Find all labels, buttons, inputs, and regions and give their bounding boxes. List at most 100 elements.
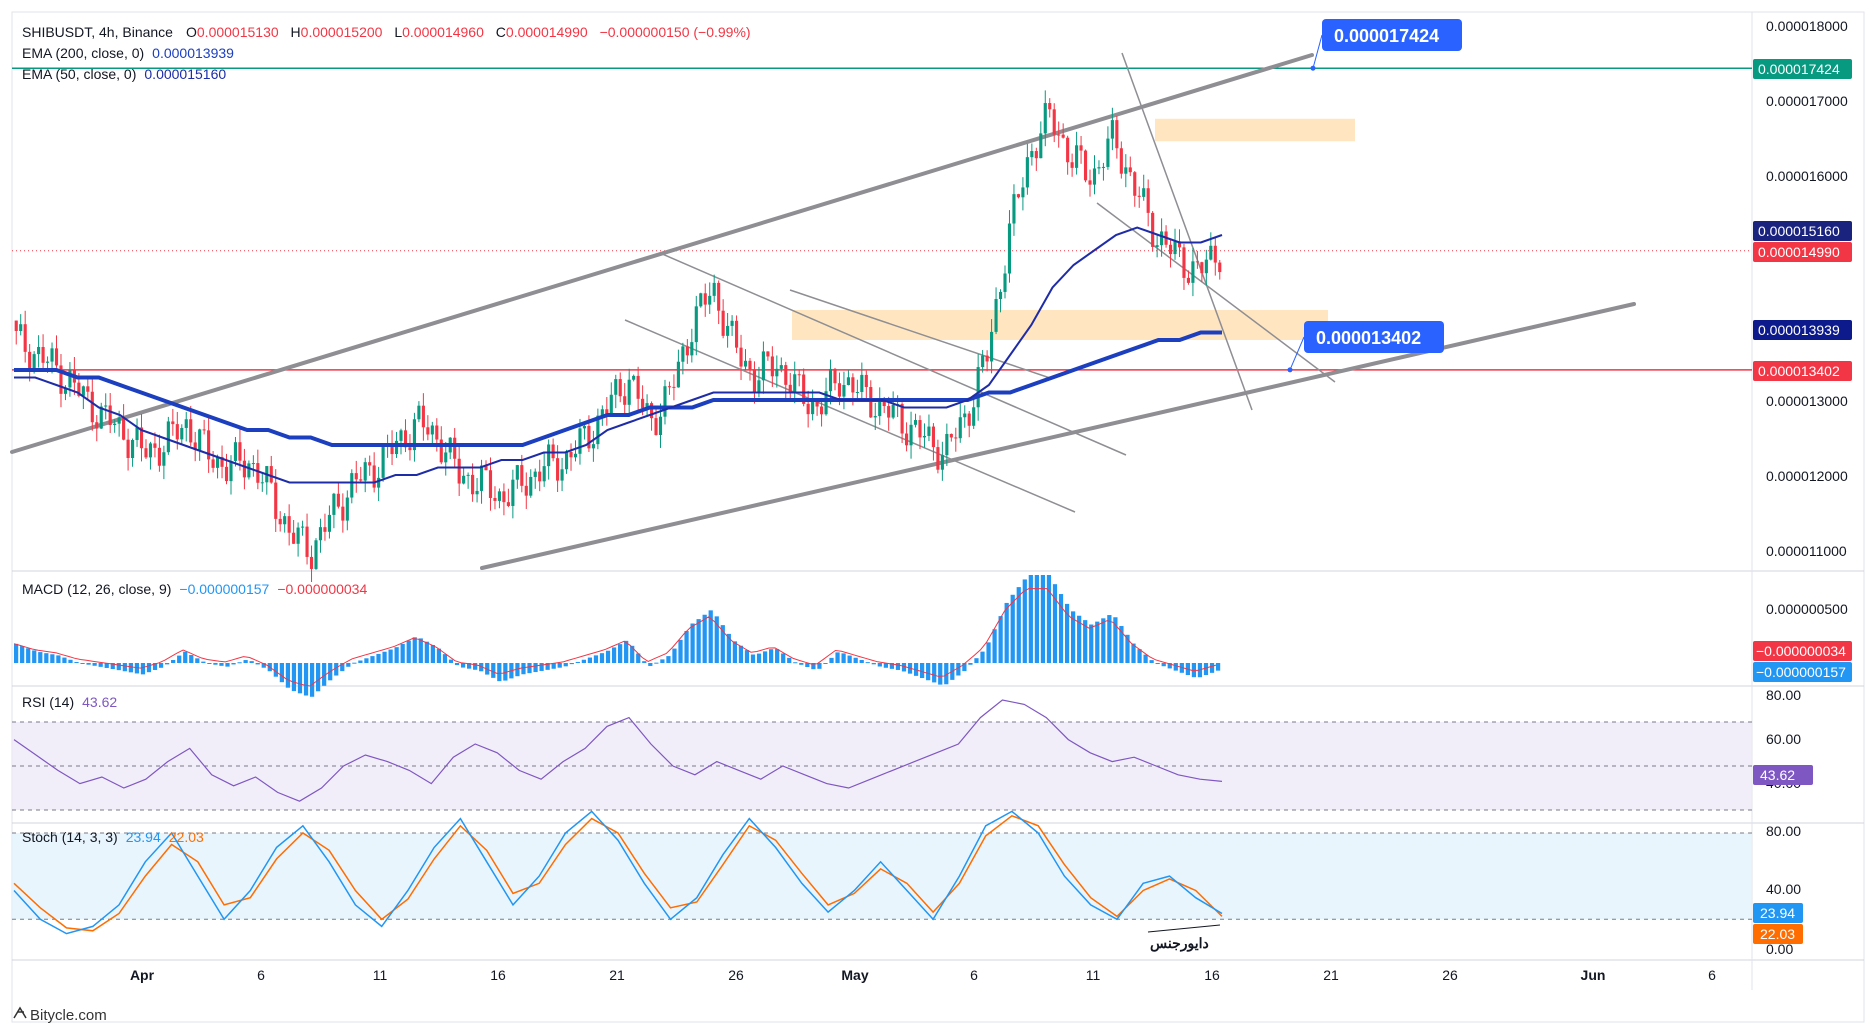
macd-bar [26, 648, 31, 663]
candle-body [636, 375, 640, 399]
candle-body [32, 354, 36, 371]
macd-bar [841, 653, 846, 663]
trend-line [1096, 202, 1336, 383]
candle-body [390, 443, 394, 455]
ema200-legend: EMA (200, close, 0) 0.000013939 [22, 45, 234, 61]
candle-body [878, 398, 882, 417]
macd-bar [1064, 603, 1070, 663]
divergence-annotation: دایورجنس [1150, 935, 1209, 952]
stoch-legend: Stoch (14, 3, 3) 23.94 22.03 [22, 829, 204, 845]
candle-body [623, 396, 627, 405]
macd-bar [1215, 663, 1221, 671]
price-tag-label: 0.000014990 [1758, 244, 1840, 260]
candle-body [86, 386, 90, 392]
callout-box [1304, 321, 1444, 353]
price-tag-ema50 [1753, 221, 1852, 241]
macd-bar [551, 663, 556, 669]
candle-body [14, 320, 18, 331]
candle-body [247, 463, 251, 478]
macd-bar [611, 647, 617, 663]
macd-bar [968, 663, 973, 665]
macd-bar [74, 661, 79, 663]
macd-bar [630, 645, 635, 663]
macd-bar [189, 655, 194, 663]
macd-bar [853, 657, 858, 663]
macd-bar [877, 663, 882, 667]
callout-pointer [1289, 336, 1305, 371]
macd-bar [1095, 621, 1100, 663]
macd-bar [1010, 594, 1015, 663]
candle-body [1204, 259, 1208, 274]
candle-body [479, 465, 484, 491]
candle-body [927, 426, 931, 436]
candle-body [318, 527, 323, 541]
candle-body [802, 374, 806, 404]
candle-body [126, 439, 130, 458]
candle-body [842, 384, 846, 397]
candle-body [19, 324, 23, 331]
candle-body [408, 447, 412, 451]
macd-bar [56, 655, 61, 663]
candle-body [627, 379, 631, 405]
price-tag-17424 [1753, 59, 1852, 79]
candle-body [95, 422, 99, 429]
candle-body [381, 446, 385, 478]
time-tick: 16 [1204, 967, 1220, 983]
stoch-d-tag [1753, 924, 1803, 944]
time-tick: 11 [1086, 967, 1101, 983]
candle-body [314, 540, 318, 569]
candle-body [779, 365, 783, 369]
candle-body [301, 526, 305, 528]
macd-bar [581, 659, 586, 663]
macd-bar [376, 653, 381, 663]
macd-bar [557, 663, 562, 668]
macd-bar [1034, 575, 1039, 663]
candle-body [851, 377, 855, 393]
macd-bar [183, 651, 188, 663]
candle-body [1025, 157, 1029, 188]
price-tick: 0.000013000 [1766, 393, 1848, 409]
candle-body [703, 293, 707, 305]
candle-body [954, 437, 958, 439]
macd-bar [448, 659, 454, 663]
candle-body [981, 355, 985, 368]
candle-body [945, 433, 949, 456]
rsi-legend: RSI (14) 43.62 [22, 694, 117, 710]
candle-body [323, 527, 327, 532]
macd-bar [32, 650, 37, 663]
stoch-tag-label: 23.94 [1760, 905, 1795, 921]
macd-bar [1203, 663, 1209, 676]
candle-body [296, 527, 300, 544]
macd-bar [624, 640, 629, 663]
price-tag-label: 0.000015160 [1758, 223, 1840, 239]
candle-body [1106, 138, 1110, 167]
candle-body [600, 409, 604, 416]
macd-bar [473, 663, 478, 670]
candle-body [153, 443, 157, 448]
rsi-band [12, 722, 1752, 810]
macd-bar [479, 663, 484, 672]
candle-body [770, 356, 774, 377]
candle-body [233, 442, 238, 461]
candle-body [224, 466, 229, 482]
macd-bar [817, 663, 822, 669]
candle-body [757, 380, 761, 393]
macd-bar [140, 663, 146, 675]
candle-body [1052, 109, 1056, 135]
candle-body [520, 465, 524, 486]
time-tick: 6 [257, 967, 265, 983]
candle-body [1124, 167, 1128, 174]
macd-bar [744, 650, 750, 663]
macd-bar [1143, 654, 1148, 663]
candle-body [1168, 244, 1173, 255]
macd-bar [696, 619, 701, 663]
rsi-tick: 60.00 [1766, 731, 1801, 747]
candle-body [614, 379, 618, 395]
candle-body [90, 391, 94, 423]
macd-bar [714, 616, 719, 663]
macd-bar [334, 663, 339, 676]
candle-body [748, 360, 752, 370]
candle-body [1043, 103, 1047, 134]
time-tick: Apr [130, 967, 155, 983]
